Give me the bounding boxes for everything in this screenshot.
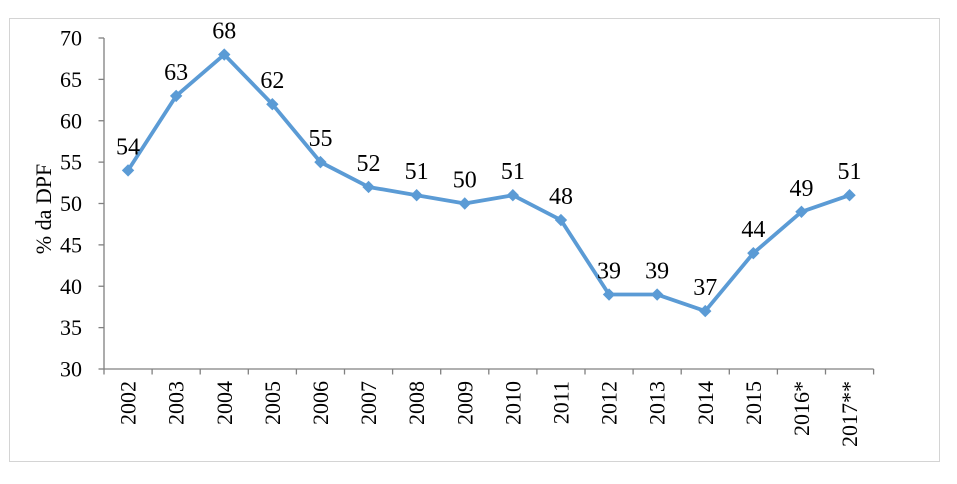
data-point-label: 50: [453, 168, 477, 194]
data-point-label: 68: [212, 19, 236, 45]
data-point-label: 62: [260, 68, 284, 94]
x-tick-label: 2005: [260, 381, 285, 425]
data-point-marker: [314, 155, 327, 169]
x-tick-label: 2013: [645, 381, 670, 425]
data-point-label: 39: [645, 259, 669, 285]
y-tick-label: 45: [60, 232, 82, 257]
y-tick-label: 40: [60, 274, 82, 299]
data-point-marker: [602, 288, 616, 301]
data-point-marker: [121, 164, 135, 177]
data-point-label: 54: [116, 134, 140, 160]
data-point-label: 48: [549, 184, 573, 210]
chart-frame: 30 35 40 45 50 55 60 65 70 2002 2003 2004 2005 2006 20…: [9, 18, 940, 462]
x-tick-label: 2012: [597, 381, 622, 425]
y-axis-title: % da DPF: [31, 164, 56, 254]
data-point-marker: [362, 180, 375, 194]
y-tick-label: 60: [60, 108, 82, 133]
data-point-label: 37: [693, 275, 717, 301]
y-tick-label: 65: [60, 67, 82, 92]
y-tick-label: 35: [60, 315, 82, 340]
data-point-marker: [169, 89, 183, 103]
x-tick-label: 2006: [308, 381, 333, 425]
data-point-label: 39: [597, 259, 621, 285]
x-tick-label: 2009: [452, 381, 477, 425]
x-tick-label: 2008: [404, 381, 429, 425]
y-tick-label: 55: [60, 150, 82, 175]
data-point-marker: [747, 246, 760, 260]
x-tick-label: 2007: [356, 381, 381, 425]
data-point-marker: [218, 48, 231, 61]
data-point-marker: [650, 288, 664, 301]
y-tick-label: 50: [60, 191, 82, 216]
x-tick-label: 2017**: [837, 381, 862, 447]
data-point-label: 63: [164, 60, 188, 86]
data-point-label: 51: [405, 159, 429, 185]
data-point-marker: [266, 98, 279, 111]
line-chart: 30 35 40 45 50 55 60 65 70 2002 2003 2004 2005 2006 20…: [31, 19, 875, 447]
x-tick-label: 2015: [741, 381, 766, 425]
x-tick-label: 2002: [116, 381, 141, 425]
data-point-marker: [458, 197, 471, 210]
data-point-marker: [795, 205, 808, 218]
data-point-label: 51: [838, 159, 862, 185]
data-point-label: 44: [741, 217, 765, 243]
x-tick-label: 2011: [548, 381, 573, 424]
data-series-line: [126, 52, 852, 313]
data-point-marker: [554, 213, 568, 227]
data-point-label: 52: [357, 151, 381, 177]
data-point-marker: [699, 304, 712, 318]
y-tick-label: 30: [60, 357, 82, 382]
x-tick-label: 2003: [164, 381, 189, 425]
data-point-marker: [843, 189, 856, 202]
data-point-label: 49: [789, 176, 813, 202]
data-point-label: 55: [308, 126, 332, 152]
x-tick-label: 2004: [212, 381, 237, 425]
x-tick-label: 2016*: [789, 381, 814, 436]
x-tick-label: 2010: [500, 381, 525, 425]
y-tick-label: 70: [60, 26, 82, 51]
data-point-marker: [410, 189, 423, 202]
x-tick-label: 2014: [693, 381, 718, 425]
data-point-label: 51: [501, 159, 525, 185]
